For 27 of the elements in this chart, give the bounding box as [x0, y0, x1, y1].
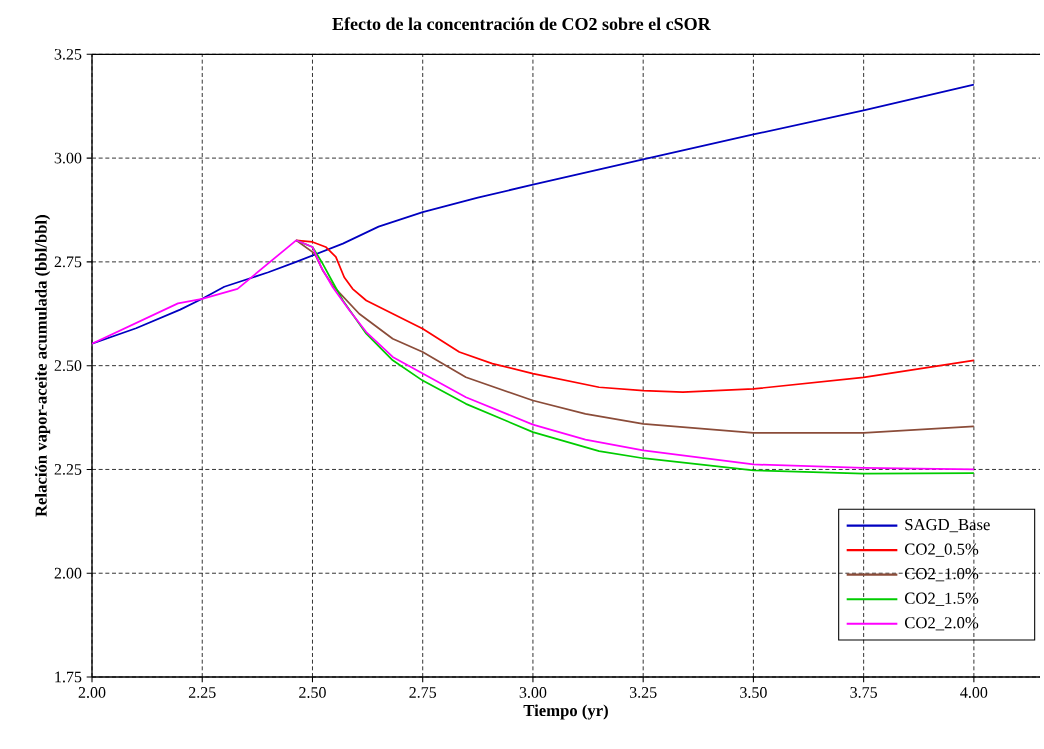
- x-tick-label: 3.00: [519, 687, 547, 698]
- legend-label: CO2_1.0%: [904, 568, 979, 582]
- x-tick-label: 2.00: [78, 687, 106, 698]
- line-series: [92, 239, 975, 471]
- x-tick-label: 3.25: [629, 687, 657, 698]
- x-tick-label: 2.25: [188, 687, 216, 698]
- x-tick-label: 4.00: [960, 687, 988, 698]
- y-axis-title: Relación vapor-aceite acumulada (bbl/bbl): [35, 215, 51, 517]
- x-tick-label: 2.75: [409, 687, 437, 698]
- y-tick-label: 3.25: [54, 48, 82, 60]
- line-series: [295, 239, 975, 434]
- legend-label: CO2_2.0%: [904, 617, 979, 631]
- y-tick-label: 2.50: [54, 360, 82, 372]
- x-tick-label: 3.75: [850, 687, 878, 698]
- x-tick-label: 2.50: [299, 687, 326, 698]
- x-axis-title: Tiempo (yr): [523, 704, 608, 720]
- y-tick-label: 1.75: [55, 671, 82, 683]
- y-tick-label: 2.00: [54, 567, 82, 579]
- line-series: [92, 83, 975, 345]
- legend-label: SAGD_Base: [905, 519, 990, 533]
- chart-title: Efecto de la concentración de CO2 sobre el cSOR: [332, 17, 711, 31]
- legend-label: CO2_0.5%: [904, 543, 979, 557]
- y-tick-label: 2.75: [54, 256, 82, 268]
- y-tick-label: 3.00: [54, 152, 82, 164]
- y-tick-label: 2.25: [54, 464, 82, 475]
- legend-label: CO2_1.5%: [904, 592, 979, 606]
- x-tick-label: 3.50: [740, 687, 767, 698]
